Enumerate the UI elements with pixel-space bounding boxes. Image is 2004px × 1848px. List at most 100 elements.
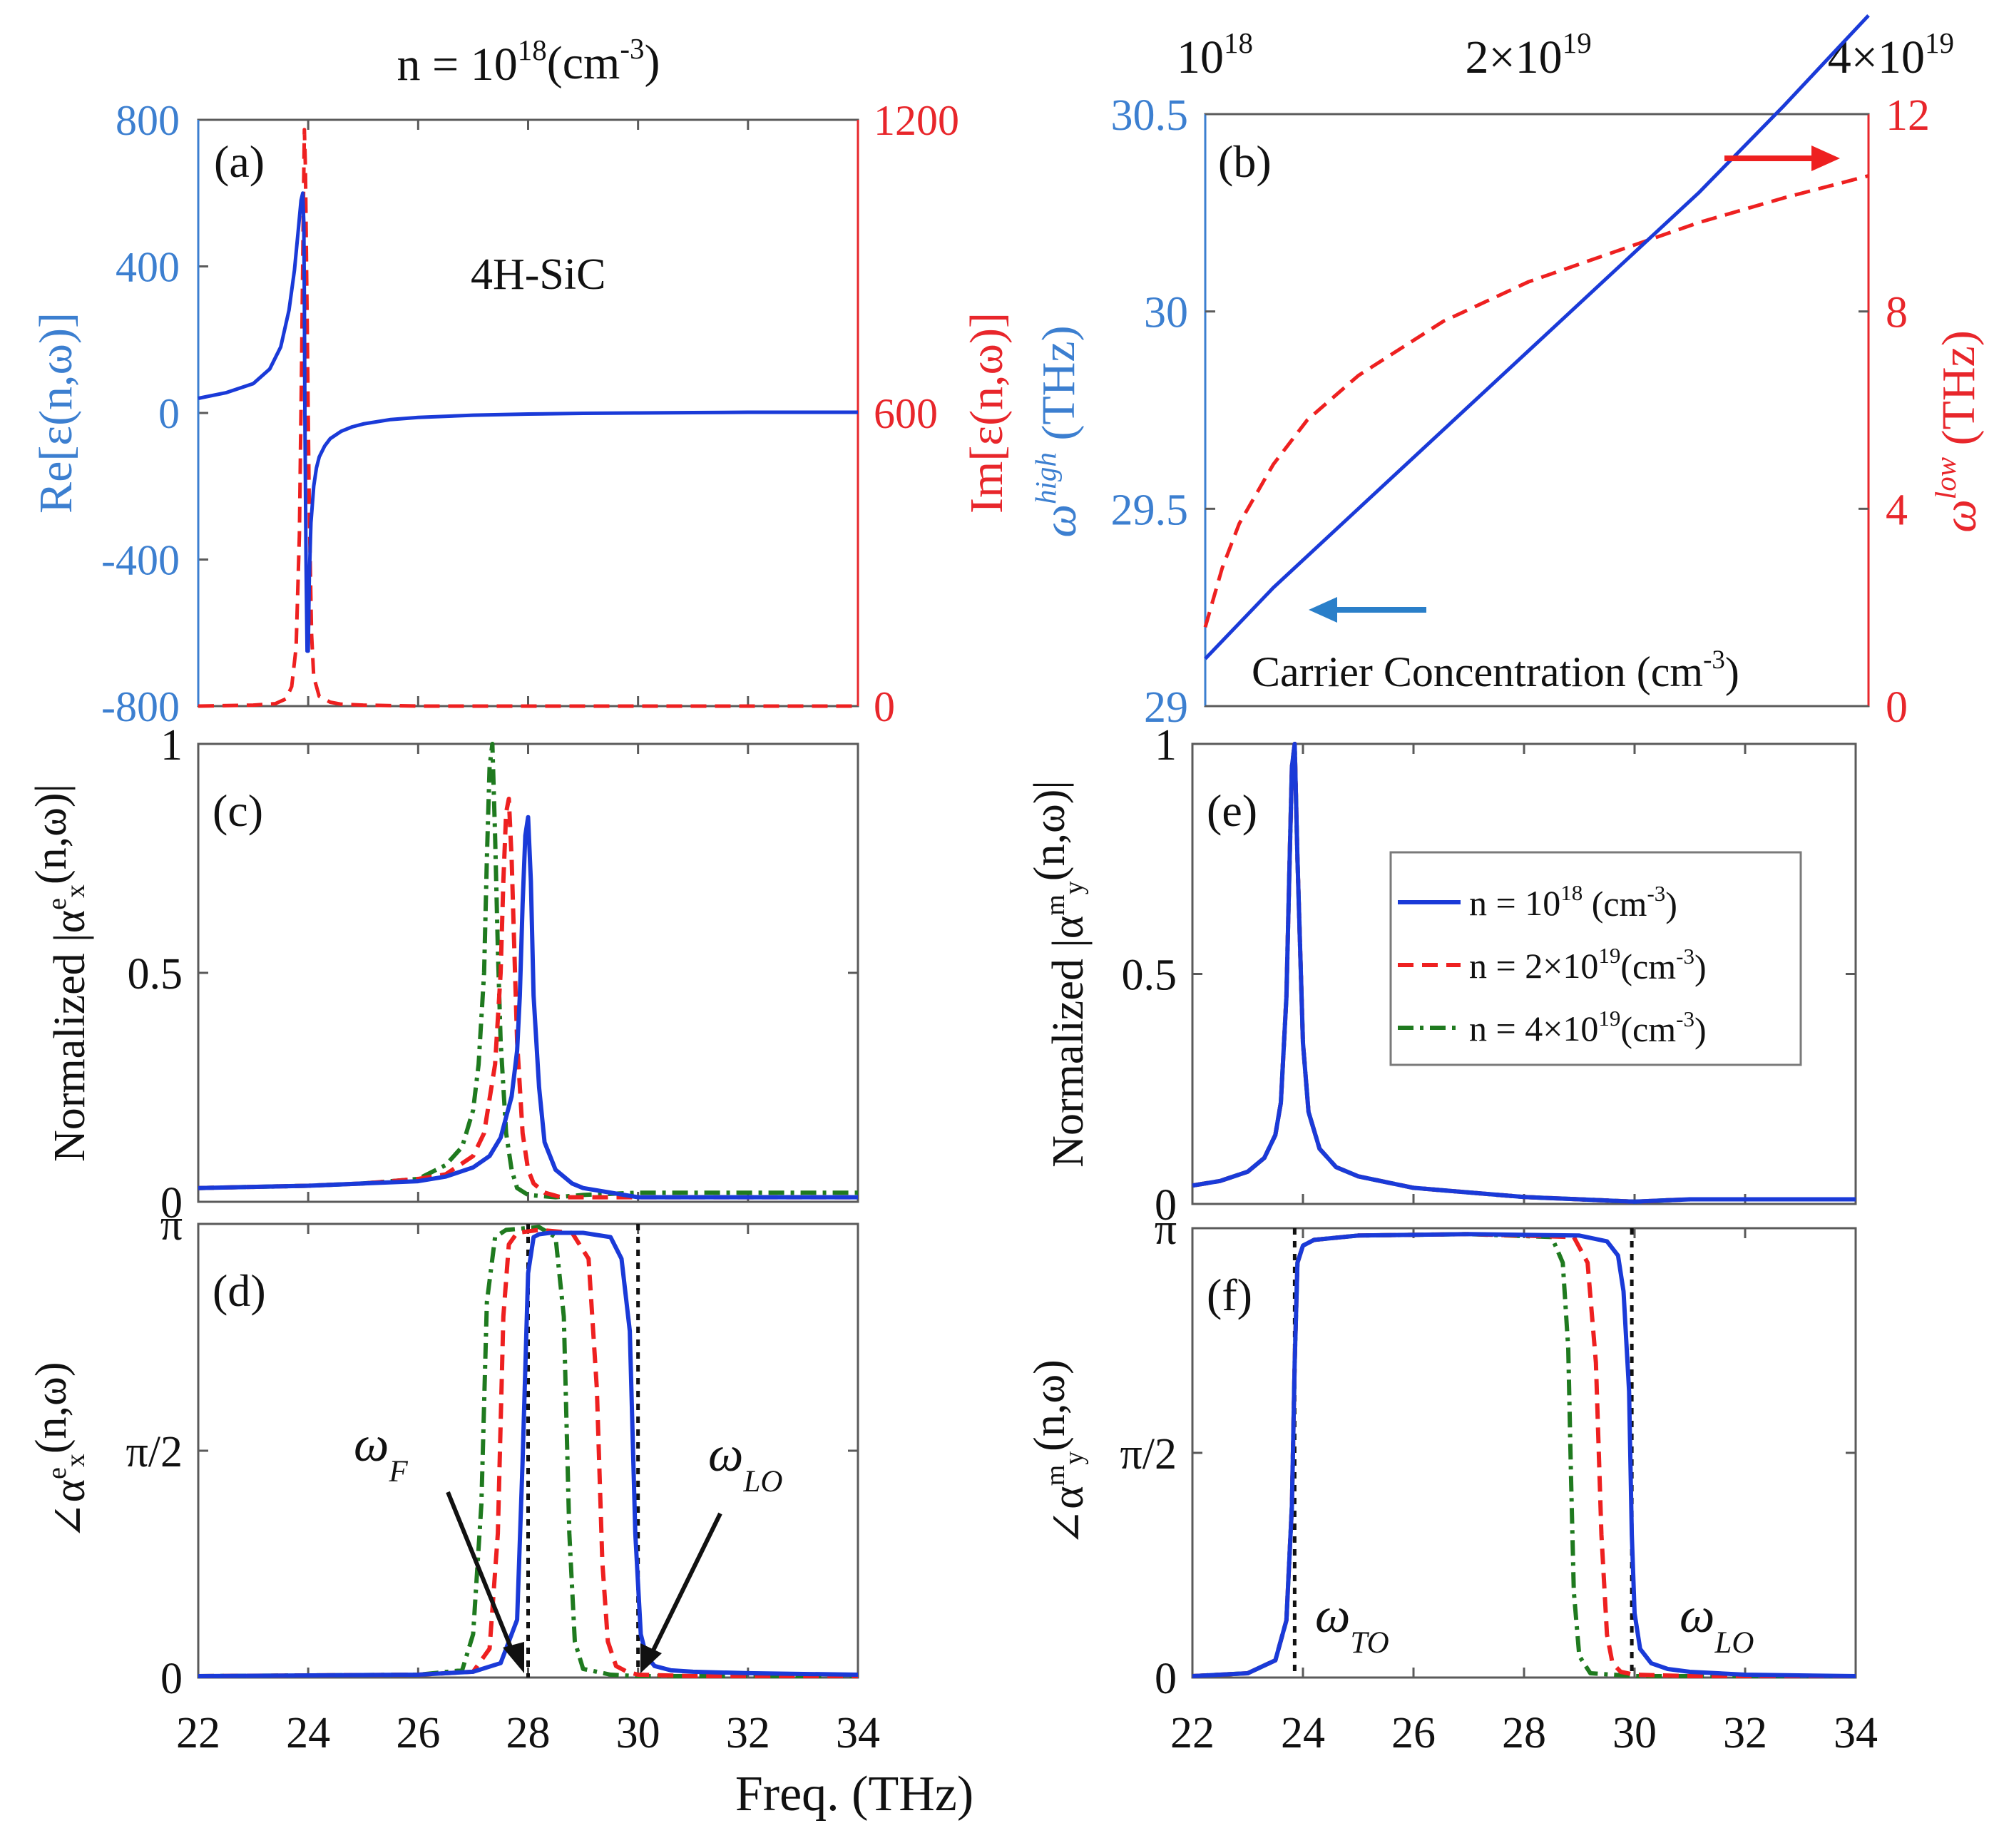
panel-f: 0π/2π(f)22 24 26 28 30 32 34∠αmy(n,ω)ωTO ωLO (1026, 1205, 1878, 1757)
text-part: ) (1694, 1010, 1707, 1050)
y-axis-label: Normalized |αmy(n,ω)| (1026, 780, 1093, 1168)
text-part: n = 10 (1469, 883, 1560, 923)
text-part: y (1059, 1451, 1089, 1465)
y-tick-label-left: -800 (101, 683, 180, 730)
y-tick-label: 0.5 (1122, 951, 1177, 1000)
ylabel-right: Im[ε(n,ω)] (961, 312, 1013, 514)
text-part: TO (1350, 1626, 1389, 1660)
legend-entry-label: n = 1018 (cm-3) (1469, 880, 1677, 924)
text-part: m (1041, 1465, 1070, 1486)
text-part: low (1929, 456, 1962, 499)
x-tick-label: 30 (1612, 1709, 1657, 1757)
text-part: F (388, 1455, 408, 1489)
x-tick-label: 26 (396, 1709, 440, 1757)
x-tick-label: 26 (1391, 1709, 1436, 1757)
text-part: ) (1665, 884, 1677, 924)
y-tick-label: 0 (160, 1655, 183, 1703)
y-tick-label-right: 8 (1886, 289, 1908, 337)
panel-d: 0π/2π(d)22 24 26 28 30 32 34∠αex(n,ω) ωF ωLOFreq… (27, 1201, 973, 1822)
y-tick-label-left: 0 (158, 390, 180, 437)
ylabel-left: Re[ε(n,ω)] (30, 312, 82, 514)
y-tick-label-left: 29 (1144, 683, 1188, 732)
text-part: ω (354, 1417, 389, 1472)
x-tick-label: 34 (836, 1709, 880, 1757)
omega-f-arrowhead (503, 1642, 524, 1673)
panel-label-b: (b) (1218, 136, 1272, 187)
text-part: ω (1680, 1588, 1714, 1643)
legend-entry-label: n = 4×1019(cm-3) (1469, 1006, 1707, 1050)
text-part: ω (1934, 499, 1986, 533)
x-tick-label: 28 (506, 1709, 551, 1757)
text-part: (n,ω) (27, 1362, 76, 1454)
text-part: (cm (547, 37, 620, 89)
text-part: m (1041, 894, 1070, 916)
text-part: Normalized |α (46, 910, 94, 1162)
text-part: (n,ω) (1026, 1359, 1074, 1451)
panel-label-f: (f) (1207, 1270, 1252, 1320)
series-line (1192, 742, 1856, 1204)
text-part: -3 (1676, 944, 1694, 969)
y-tick-label-left: 800 (116, 97, 180, 144)
y-tick-label-left: 400 (116, 244, 180, 291)
text-part: ) (1694, 947, 1707, 987)
y-tick-label-left: 30 (1144, 289, 1188, 337)
y-tick-label: 1 (1155, 721, 1177, 770)
y-tick-label-right: 1200 (874, 97, 959, 144)
text-part: n = 10 (397, 39, 518, 91)
text-part: Normalized |α (1044, 916, 1093, 1168)
text-part: ω (708, 1427, 743, 1482)
text-part: -3 (1703, 645, 1725, 675)
text-part: y (1059, 881, 1089, 894)
im-epsilon-line (198, 128, 858, 708)
x-tick-label: 28 (1502, 1709, 1546, 1757)
y-axis-label: ∠αmy(n,ω) (1026, 1359, 1093, 1546)
text-part: (THz) (1033, 325, 1085, 452)
text-part: ) (645, 36, 660, 88)
y-tick-label-left: 30.5 (1111, 91, 1189, 140)
text-part: 18 (1560, 880, 1583, 905)
plot-frame (197, 742, 859, 1203)
text-part: -3 (1676, 1006, 1694, 1031)
text-part: 19 (1598, 943, 1620, 968)
plot-frame (1204, 113, 1870, 708)
ylabel-right: ωlow (THz) (1929, 330, 1986, 533)
text-part: (cm (1620, 946, 1676, 986)
series-line (198, 815, 858, 1200)
text-part: x (61, 884, 91, 898)
panel-a: -800 -400 0 400 800 0 600 1200 (a) 4H-SiC n = 1018… (30, 32, 1013, 730)
text-part: 4×10 (1828, 31, 1925, 83)
re-epsilon-line (198, 191, 858, 653)
y-tick-label: π (1155, 1205, 1177, 1254)
omega-lo-arrow (648, 1512, 722, 1658)
y-tick-label-left: 29.5 (1111, 486, 1189, 534)
omega-low-line (1203, 174, 1869, 628)
text-part: LO (742, 1465, 782, 1499)
y-tick-label: π/2 (126, 1428, 183, 1476)
y-tick-label-right: 600 (874, 390, 938, 437)
text-part: LO (1714, 1626, 1754, 1660)
legend: n = 1018 (cm-3)n = 2×1019(cm-3)n = 4×101… (1389, 851, 1802, 1066)
y-tick-label: 0 (160, 1179, 183, 1227)
series-line (198, 1227, 858, 1678)
y-axis-label: Normalized |αex(n,ω)| (27, 784, 94, 1162)
y-tick-label: π/2 (1120, 1430, 1177, 1479)
text-part: -3 (620, 32, 644, 65)
y-tick-label: 1 (160, 721, 183, 770)
y-tick-label: 0 (1155, 1181, 1177, 1230)
panel-label-d: (d) (213, 1265, 266, 1316)
text-part: (n,ω)| (27, 784, 76, 884)
x-tick-label: 22 (176, 1709, 220, 1757)
text-part: ω (1315, 1588, 1350, 1643)
panel-label-c: (c) (213, 785, 263, 836)
x-tick-label: 24 (1281, 1709, 1325, 1757)
text-part: (n,ω)| (1026, 780, 1074, 881)
y-tick-label: 0 (1155, 1655, 1177, 1703)
series-line (1192, 1232, 1856, 1678)
y-tick-label-right: 12 (1886, 91, 1930, 140)
y-tick-label: 0.5 (128, 950, 183, 999)
legend-frame (1389, 851, 1802, 1066)
text-part: 18 (518, 34, 547, 66)
